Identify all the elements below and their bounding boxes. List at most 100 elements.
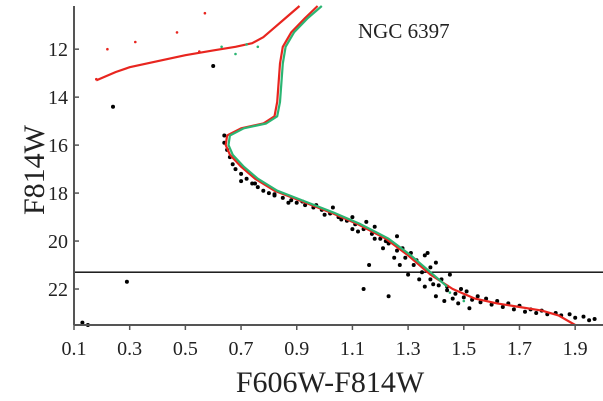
star-point [422, 253, 427, 258]
star-point [523, 309, 527, 314]
star-point [350, 227, 355, 232]
star-point [250, 181, 255, 186]
star-point [234, 52, 237, 56]
star-point [459, 287, 463, 291]
star-point [244, 176, 249, 181]
star-point [581, 314, 586, 319]
y-tick-label: 12 [48, 39, 68, 61]
star-point [403, 255, 408, 260]
star-point [245, 43, 248, 46]
star-point [367, 263, 372, 267]
star-point [364, 219, 369, 224]
star-point [95, 77, 98, 81]
star-point [573, 315, 578, 320]
star-point [239, 171, 244, 176]
star-point [220, 45, 223, 49]
star-point [322, 212, 327, 217]
star-point [461, 295, 466, 300]
star-point [464, 289, 469, 294]
plot-area [74, 5, 603, 327]
star-point [111, 104, 115, 109]
star-point [134, 40, 137, 44]
star-point [406, 272, 411, 277]
x-tick-label: 0.3 [117, 338, 142, 360]
star-point [447, 272, 452, 277]
star-point [395, 234, 399, 239]
star-point [381, 246, 385, 251]
star-point [175, 31, 179, 34]
star-point [500, 305, 505, 309]
star-point [386, 294, 391, 299]
star-point [420, 270, 424, 275]
star-point [448, 291, 452, 294]
star-point [453, 291, 458, 296]
y-tick-label: 22 [48, 279, 68, 301]
star-point [272, 192, 277, 197]
x-tick-group: 0.1 0.3 0.5 0.7 0.9 1.1 1.3 1.5 1.7 1.9 [62, 325, 588, 360]
star-point [230, 162, 235, 167]
star-point [255, 185, 260, 190]
star-point [286, 200, 291, 205]
x-tick-label: 0.9 [284, 338, 309, 360]
star-point [256, 45, 260, 49]
star-point [475, 294, 480, 299]
x-axis-title: F606W-F814W [236, 366, 425, 399]
sequence-line-1 [95, 5, 301, 82]
star-point [467, 306, 472, 311]
x-tick-label: 0.1 [62, 338, 87, 360]
star-point [433, 260, 438, 265]
star-point [124, 279, 129, 284]
star-point [442, 299, 447, 303]
star-point [431, 282, 436, 287]
star-point [222, 133, 227, 138]
star-point [372, 224, 377, 229]
y-tick-label: 18 [48, 183, 68, 205]
star-point [534, 311, 539, 315]
star-point [445, 288, 450, 293]
x-tick-label: 0.5 [173, 338, 198, 360]
star-point [592, 317, 597, 321]
star-point [397, 263, 402, 267]
star-point [428, 265, 433, 270]
x-tick-label: 1.7 [507, 338, 532, 360]
star-point [436, 283, 441, 288]
x-tick-label: 1.9 [563, 338, 588, 360]
star-point [372, 236, 377, 241]
y-tick-label: 16 [48, 135, 68, 157]
star-point [433, 294, 438, 299]
x-tick-label: 0.7 [229, 338, 254, 360]
star-point [330, 205, 335, 210]
y-tick-group: 12 14 16 18 20 22 [48, 39, 79, 301]
star-point [425, 251, 430, 255]
star-point [495, 299, 500, 303]
star-point [80, 320, 85, 325]
star-point [567, 312, 572, 317]
star-point [587, 318, 592, 323]
y-axis-title: F814W [18, 124, 51, 215]
star-point [198, 50, 201, 53]
star-point [280, 195, 285, 200]
star-point [350, 215, 355, 220]
star-point [356, 229, 360, 234]
star-point [411, 263, 416, 267]
star-point [239, 179, 244, 184]
star-point [211, 64, 216, 68]
x-tick-label: 1.3 [396, 338, 421, 360]
star-point [462, 299, 466, 303]
star-point [203, 11, 207, 15]
star-point [266, 191, 271, 196]
star-point [106, 47, 109, 51]
star-point [422, 284, 427, 289]
star-point [378, 236, 383, 241]
star-point [261, 188, 266, 193]
sequence-line-2 [224, 5, 576, 326]
y-tick-label: 20 [48, 231, 68, 253]
star-point [395, 248, 399, 253]
star-point [289, 198, 294, 203]
sequence-line-3 [227, 5, 448, 288]
star-point [253, 181, 257, 186]
star-point [478, 300, 483, 305]
x-tick-label: 1.1 [340, 338, 365, 360]
star-point [450, 296, 455, 301]
star-point [361, 287, 366, 291]
